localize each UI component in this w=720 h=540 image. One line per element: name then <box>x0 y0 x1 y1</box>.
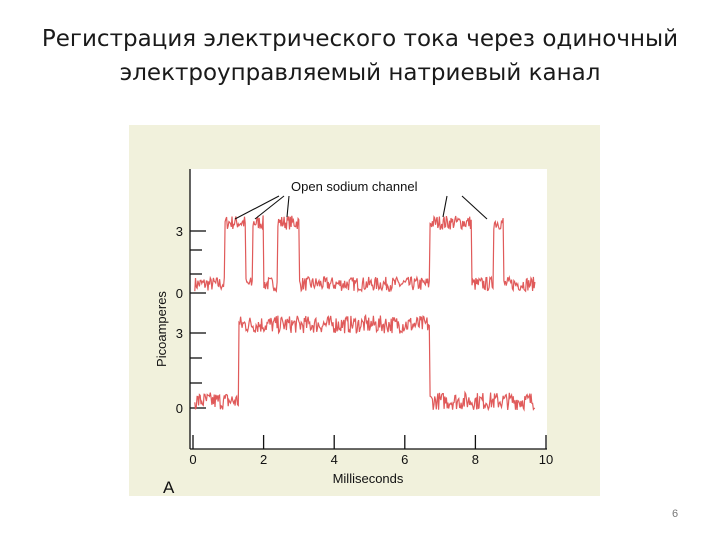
plot-area <box>190 169 547 449</box>
slide-title: Регистрация электрического тока через од… <box>0 22 720 90</box>
annotation-arrow-4 <box>442 195 448 218</box>
y-tick-label-1-0: 0 <box>176 286 183 301</box>
x-ticks: 0 2 4 6 8 10 <box>189 435 553 467</box>
annotation-arrows <box>234 195 488 220</box>
x-tick-label-4: 4 <box>331 452 338 467</box>
y-tick-label-1-3: 3 <box>176 224 183 239</box>
annotation-arrow-5 <box>461 195 488 220</box>
page-number: 6 <box>671 508 679 520</box>
figure-panel: 0 2 4 6 8 10 3 0 3 0 Open sodium channel Millise… <box>129 125 600 496</box>
axes <box>189 169 547 450</box>
x-tick-label-2: 2 <box>260 452 267 467</box>
annotation-arrow-2 <box>254 195 285 220</box>
title-line-2: электроуправляемый натриевый канал <box>119 60 601 86</box>
x-tick-label-10: 10 <box>539 452 553 467</box>
annotation-arrow-1 <box>234 195 280 220</box>
annotation-arrow-3 <box>286 195 290 218</box>
annotation-label: Open sodium channel <box>291 179 418 194</box>
x-tick-label-8: 8 <box>472 452 479 467</box>
trace-bottom-line <box>194 313 536 412</box>
panel-letter: A <box>163 478 175 496</box>
y-axis-label: Picoamperes <box>154 291 169 367</box>
y-tick-label-2-3: 3 <box>176 326 183 341</box>
x-tick-label-0: 0 <box>189 452 196 467</box>
title-line-1: Регистрация электрического тока через од… <box>41 26 679 52</box>
trace-top-line <box>194 214 536 293</box>
y-tick-label-2-0: 0 <box>176 401 183 416</box>
x-tick-label-6: 6 <box>401 452 408 467</box>
y-ticks: 3 0 3 0 <box>176 224 206 416</box>
single-channel-recording-chart: 0 2 4 6 8 10 3 0 3 0 Open sodium channel Millise… <box>129 125 600 496</box>
x-axis-label: Milliseconds <box>333 471 404 486</box>
